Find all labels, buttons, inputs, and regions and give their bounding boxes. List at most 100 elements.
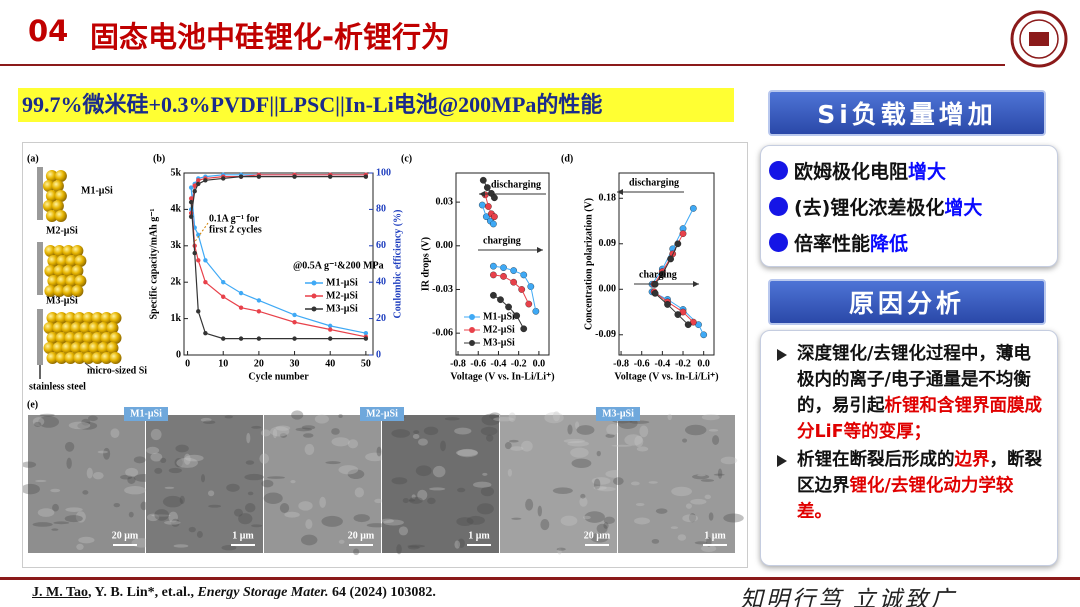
sem-texture — [183, 453, 191, 465]
sem-texture — [671, 486, 693, 497]
substrate-label: stainless steel — [29, 381, 86, 392]
sem-texture — [113, 502, 121, 508]
subtitle: 99.7%微米硅+0.3%PVDF||LPSC||In-Li电池@200MPa的… — [18, 88, 734, 122]
sem-texture — [624, 434, 643, 446]
sem-texture — [593, 478, 601, 490]
sem-texture — [634, 517, 651, 525]
si-particle — [97, 322, 110, 334]
sem-texture — [261, 479, 274, 488]
panel-label: (a) — [27, 153, 39, 164]
sem-texture — [579, 497, 588, 507]
citation-authors: , Y. B. Lin*, et.al., — [88, 585, 198, 600]
sem-texture — [511, 517, 522, 520]
capacity-point — [292, 320, 297, 325]
annotation: @0.5A g⁻¹&200 MPa — [293, 260, 384, 271]
capacity-point — [292, 336, 297, 341]
sem-texture — [701, 414, 720, 421]
y2-tick-label: 60 — [376, 240, 386, 251]
finding: 倍率性能 降低 — [761, 224, 1057, 260]
sem-texture — [509, 439, 519, 443]
si-particle — [54, 190, 67, 202]
sem-texture — [481, 413, 501, 426]
annotation-pointer — [193, 222, 209, 244]
sem-texture — [685, 424, 707, 436]
sem-texture — [694, 541, 708, 545]
sem-texture — [391, 477, 408, 485]
reason: 深度锂化/去锂化过程中，薄电极内的离子/电子通量是不均衡的，易引起析锂和含锂界面… — [767, 341, 1043, 445]
sem-texture — [576, 425, 595, 435]
sem-texture — [319, 496, 326, 508]
sem-texture — [417, 438, 428, 446]
sem-texture — [314, 414, 329, 424]
sem-texture — [354, 487, 365, 498]
sem-texture — [338, 539, 345, 544]
sem-texture — [423, 426, 439, 436]
x-tick-label: 30 — [290, 358, 300, 369]
si-particle — [54, 210, 67, 222]
sample-tag-label: M1-μSi — [130, 408, 162, 419]
sem-texture — [456, 517, 474, 526]
sem-texture — [407, 544, 425, 548]
sem-texture — [128, 511, 134, 518]
capacity-point — [196, 309, 201, 314]
ce-line — [190, 174, 366, 214]
capacity-line — [190, 187, 366, 334]
sem-texture — [510, 446, 524, 451]
citation: J. M. Tao, Y. B. Lin*, et.al., Energy St… — [32, 585, 436, 601]
sem-texture — [412, 434, 420, 440]
sem-texture — [454, 427, 472, 435]
si-particle — [46, 352, 59, 364]
reason: 析锂在断裂后形成的边界，断裂区边界锂化/去锂化动力学较差。 — [767, 447, 1043, 525]
sem-texture — [567, 440, 589, 447]
sem-texture — [174, 457, 183, 468]
capacity-point — [256, 309, 262, 314]
capacity-line — [190, 202, 366, 340]
sem-texture — [146, 446, 160, 455]
ce-point — [363, 174, 369, 179]
sem-texture — [432, 465, 446, 478]
si-particle — [100, 352, 113, 364]
si-particle — [71, 245, 84, 257]
si-particle — [91, 332, 104, 344]
capacity-point — [188, 196, 194, 201]
sem-texture — [207, 490, 215, 497]
si-particle — [106, 322, 119, 334]
sem-texture — [272, 428, 278, 439]
sem-texture — [246, 432, 251, 444]
citation-first-author: J. M. Tao — [32, 585, 89, 600]
sem-texture — [168, 467, 182, 474]
legend-label: M2-μSi — [483, 324, 515, 335]
finding: (去)锂化浓差极化 增大 — [761, 188, 1057, 224]
sem-texture — [396, 544, 402, 555]
sem-texture — [537, 505, 542, 517]
scale-bar-label: 20 μm — [584, 530, 611, 541]
section-number: 04 — [28, 14, 69, 48]
ce-point — [196, 178, 201, 183]
reason-text: 深度锂化/去锂化过程中，薄电极内的离子/电子通量是不均衡的，易引起 — [797, 344, 1031, 416]
sem-texture — [290, 480, 296, 484]
si-particle — [100, 332, 113, 344]
finding-text: (去)锂化浓差极化 — [794, 196, 945, 219]
series-line — [654, 243, 689, 326]
y2-tick-label: 100 — [376, 167, 391, 178]
sem-texture — [697, 474, 706, 477]
sem-texture — [173, 544, 189, 548]
sem-texture — [544, 412, 564, 424]
sem-texture — [51, 528, 59, 531]
si-particle — [64, 332, 77, 344]
sem-texture — [648, 481, 658, 484]
sem-texture — [196, 530, 203, 538]
sem-texture — [86, 467, 93, 479]
y-tick-label: -0.03 — [432, 284, 453, 295]
sem-texture — [409, 497, 423, 504]
sem-texture — [596, 450, 601, 457]
si-particle — [62, 285, 75, 297]
y-tick-label: 5k — [170, 167, 181, 178]
si-particle — [74, 275, 87, 287]
sem-texture — [75, 511, 86, 523]
reasons-header: 原因分析 — [768, 279, 1046, 325]
si-particle — [106, 342, 119, 354]
capacity-point — [256, 336, 262, 341]
sem-texture — [68, 421, 91, 430]
sem-texture — [704, 494, 712, 500]
